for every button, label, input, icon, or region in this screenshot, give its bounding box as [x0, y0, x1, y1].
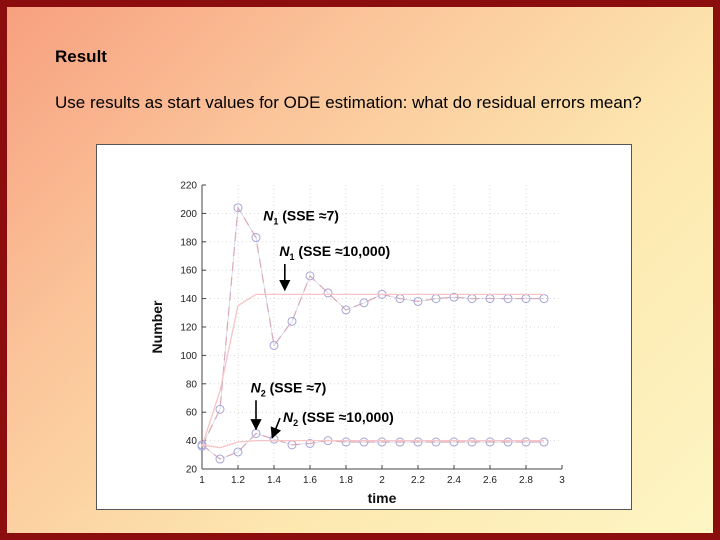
data-point — [359, 437, 369, 447]
data-point — [413, 437, 423, 447]
data-point — [233, 447, 243, 457]
data-point — [305, 271, 315, 281]
series-line — [201, 439, 544, 449]
x-tick-label: 2.4 — [447, 475, 461, 486]
x-tick-label: 2.8 — [519, 475, 533, 486]
annotation-3: N2 (SSE ≈7) — [250, 379, 327, 431]
data-point — [251, 233, 261, 243]
annotation-1: N1 (SSE ≈7) — [263, 208, 339, 227]
y-tick-label: 140 — [180, 294, 197, 305]
x-tick-label: 1.2 — [231, 475, 245, 486]
data-point — [305, 438, 315, 448]
grid — [202, 185, 562, 469]
x-tick-label: 1.4 — [267, 475, 281, 486]
x-tick-label: 3 — [559, 475, 565, 486]
annotation-label: N2 (SSE ≈10,000) — [283, 409, 394, 428]
data-point — [539, 437, 549, 447]
annotation-label: N2 (SSE ≈7) — [251, 379, 327, 398]
slide-title: Result — [55, 47, 107, 66]
data-point — [215, 454, 225, 464]
y-tick-label: 120 — [180, 323, 197, 334]
data-point — [449, 292, 459, 302]
y-tick-label: 220 — [180, 181, 197, 192]
annotation-2: N1 (SSE ≈10,000) — [279, 243, 390, 292]
annotation-label: N1 (SSE ≈7) — [263, 208, 339, 227]
y-tick-label: 180 — [180, 237, 197, 248]
data-point — [521, 437, 531, 447]
data-point — [287, 316, 297, 326]
annotation-4: N2 (SSE ≈10,000) — [270, 409, 394, 439]
y-tick-label: 80 — [186, 379, 198, 390]
data-point — [467, 437, 477, 447]
data-point — [215, 404, 225, 414]
data-point — [449, 437, 459, 447]
chart-panel: 1 1.2 1.4 1.6 1.8 2 2.2 2.4 2.6 2.8 3 20 40 60 80 100 12… — [96, 144, 632, 510]
series-connector — [201, 206, 544, 447]
annotation-label: N1 (SSE ≈10,000) — [279, 243, 390, 262]
y-tick-label: 200 — [180, 209, 197, 220]
data-point — [269, 340, 279, 350]
data-point — [413, 296, 423, 306]
data-point — [341, 305, 351, 315]
data-point — [503, 437, 513, 447]
data-point — [233, 203, 243, 213]
line-chart: 1 1.2 1.4 1.6 1.8 2 2.2 2.4 2.6 2.8 3 20 40 60 80 100 12… — [149, 181, 565, 507]
x-tick-label: 1.6 — [303, 475, 317, 486]
series-layer — [197, 203, 549, 464]
series-line — [201, 432, 544, 460]
series-2 — [201, 293, 544, 447]
x-tick-label: 2 — [379, 475, 385, 486]
axes: 1 1.2 1.4 1.6 1.8 2 2.2 2.4 2.6 2.8 3 20 40 60 80 100 12… — [149, 181, 565, 507]
x-tick-label: 2.2 — [411, 475, 425, 486]
series-3 — [197, 429, 549, 464]
x-tick-label: 2.6 — [483, 475, 497, 486]
slide-subtitle: Use results as start values for ODE esti… — [55, 93, 642, 112]
series-connector — [201, 433, 544, 460]
data-point — [395, 437, 405, 447]
x-tick-label: 1 — [199, 475, 205, 486]
annotations: N1 (SSE ≈7) N1 (SSE ≈10,000) N2 (SSE ≈7) N2… — [250, 208, 394, 439]
series-4 — [201, 439, 544, 449]
y-tick-label: 20 — [186, 465, 198, 476]
data-point — [359, 298, 369, 308]
series-line — [201, 293, 544, 447]
y-tick-label: 160 — [180, 266, 197, 277]
data-point — [323, 288, 333, 298]
annotation-arrow — [270, 417, 282, 439]
x-axis-title: time — [368, 490, 397, 506]
data-point — [377, 437, 387, 447]
y-tick-label: 60 — [186, 408, 198, 419]
x-tick-label: 1.8 — [339, 475, 353, 486]
y-axis-title: Number — [149, 300, 165, 353]
data-point — [485, 437, 495, 447]
y-tick-label: 100 — [180, 351, 197, 362]
data-point — [431, 437, 441, 447]
data-point — [341, 437, 351, 447]
y-tick-label: 40 — [186, 436, 198, 447]
